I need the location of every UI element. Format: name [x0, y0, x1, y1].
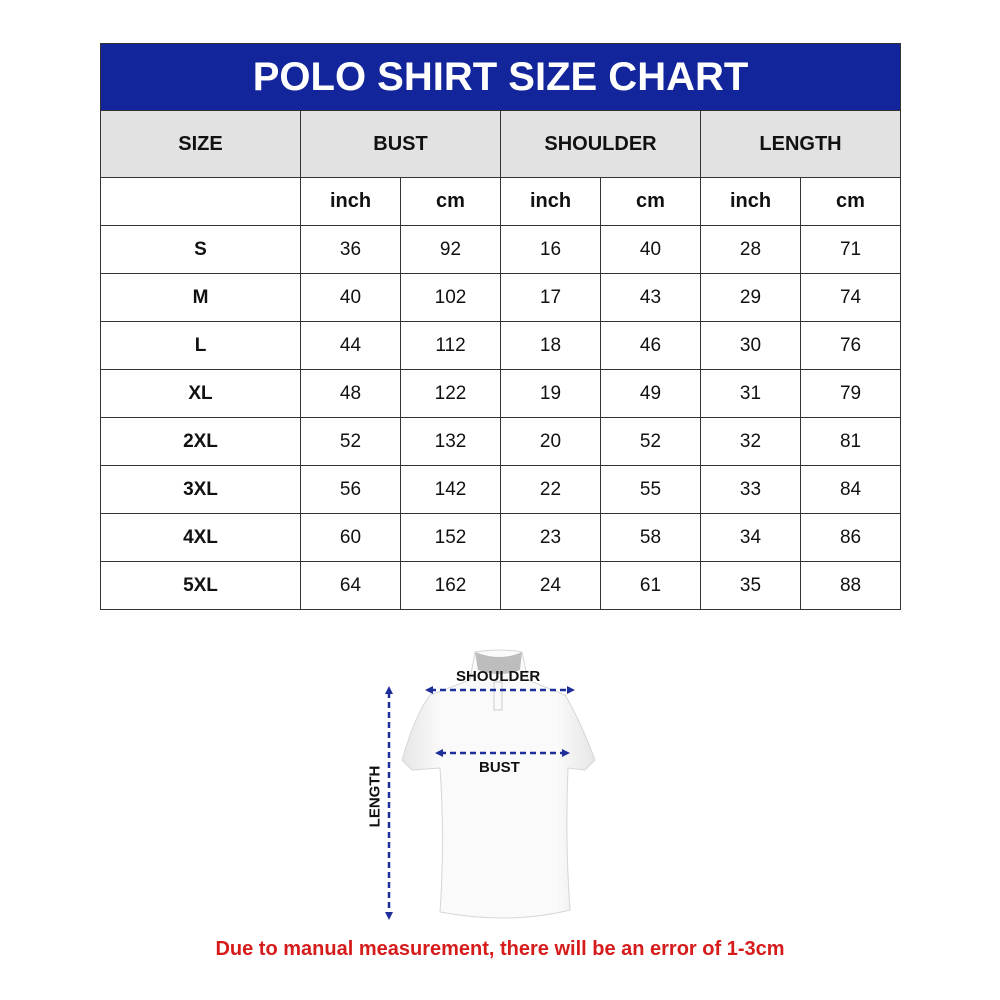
value-cell: 142 [400, 465, 501, 514]
unit-label: inch [500, 177, 601, 226]
size-cell: M [100, 273, 301, 322]
value-cell: 60 [300, 513, 401, 562]
table-row: S 36 92 16 40 28 71 [100, 225, 902, 274]
value-cell: 49 [600, 369, 701, 418]
value-cell: 28 [700, 225, 801, 274]
table-row: 4XL 60 152 23 58 34 86 [100, 513, 902, 562]
header-size: SIZE [100, 110, 301, 178]
value-cell: 16 [500, 225, 601, 274]
value-cell: 52 [600, 417, 701, 466]
value-cell: 20 [500, 417, 601, 466]
value-cell: 56 [300, 465, 401, 514]
unit-label: cm [799, 177, 902, 226]
value-cell: 61 [600, 561, 701, 610]
unit-label: cm [600, 177, 701, 226]
value-cell: 19 [500, 369, 601, 418]
unit-label: inch [700, 177, 801, 226]
value-cell: 74 [799, 273, 902, 322]
size-cell: 4XL [100, 513, 301, 562]
value-cell: 44 [300, 321, 401, 370]
value-cell: 48 [300, 369, 401, 418]
length-label: LENGTH [366, 765, 384, 828]
value-cell: 31 [700, 369, 801, 418]
unit-label: cm [400, 177, 501, 226]
value-cell: 64 [300, 561, 401, 610]
table-row: 3XL 56 142 22 55 33 84 [100, 465, 902, 514]
value-cell: 36 [300, 225, 401, 274]
value-cell: 52 [300, 417, 401, 466]
size-cell: 5XL [100, 561, 301, 610]
value-cell: 102 [400, 273, 501, 322]
polo-shirt-image [401, 649, 596, 919]
value-cell: 162 [400, 561, 501, 610]
value-cell: 88 [799, 561, 902, 610]
size-cell: 2XL [100, 417, 301, 466]
value-cell: 55 [600, 465, 701, 514]
table-row: XL 48 122 19 49 31 79 [100, 369, 902, 418]
value-cell: 46 [600, 321, 701, 370]
value-cell: 40 [300, 273, 401, 322]
table-row: 2XL 52 132 20 52 32 81 [100, 417, 902, 466]
header-shoulder: SHOULDER [500, 110, 701, 178]
value-cell: 92 [400, 225, 501, 274]
size-chart-table: POLO SHIRT SIZE CHART SIZE BUST SHOULDER… [99, 43, 902, 610]
bust-label: BUST [479, 759, 520, 776]
value-cell: 30 [700, 321, 801, 370]
measurement-note: Due to manual measurement, there will be… [215, 938, 785, 960]
table-row: M 40 102 17 43 29 74 [100, 273, 902, 322]
value-cell: 81 [799, 417, 902, 466]
value-cell: 40 [600, 225, 701, 274]
value-cell: 35 [700, 561, 801, 610]
value-cell: 79 [799, 369, 902, 418]
shoulder-label: SHOULDER [456, 668, 541, 685]
unit-blank [100, 177, 301, 226]
value-cell: 86 [799, 513, 902, 562]
value-cell: 122 [400, 369, 501, 418]
polo-shirt-diagram: SHOULDER BUST LENGTH [360, 640, 600, 930]
table-row: L 44 112 18 46 30 76 [100, 321, 902, 370]
unit-label: inch [300, 177, 401, 226]
value-cell: 23 [500, 513, 601, 562]
size-cell: L [100, 321, 301, 370]
header-bust: BUST [300, 110, 501, 178]
value-cell: 33 [700, 465, 801, 514]
value-cell: 17 [500, 273, 601, 322]
value-cell: 84 [799, 465, 902, 514]
value-cell: 152 [400, 513, 501, 562]
value-cell: 32 [700, 417, 801, 466]
value-cell: 18 [500, 321, 601, 370]
table-row: 5XL 64 162 24 61 35 88 [100, 561, 902, 610]
chart-title: POLO SHIRT SIZE CHART [99, 43, 902, 111]
value-cell: 29 [700, 273, 801, 322]
size-cell: XL [100, 369, 301, 418]
size-cell: S [100, 225, 301, 274]
header-length: LENGTH [699, 110, 902, 178]
size-cell: 3XL [100, 465, 301, 514]
value-cell: 34 [700, 513, 801, 562]
value-cell: 58 [600, 513, 701, 562]
value-cell: 22 [500, 465, 601, 514]
value-cell: 112 [400, 321, 501, 370]
value-cell: 43 [600, 273, 701, 322]
value-cell: 132 [400, 417, 501, 466]
measurement-arrows [385, 686, 575, 920]
value-cell: 24 [500, 561, 601, 610]
value-cell: 71 [799, 225, 902, 274]
value-cell: 76 [799, 321, 902, 370]
